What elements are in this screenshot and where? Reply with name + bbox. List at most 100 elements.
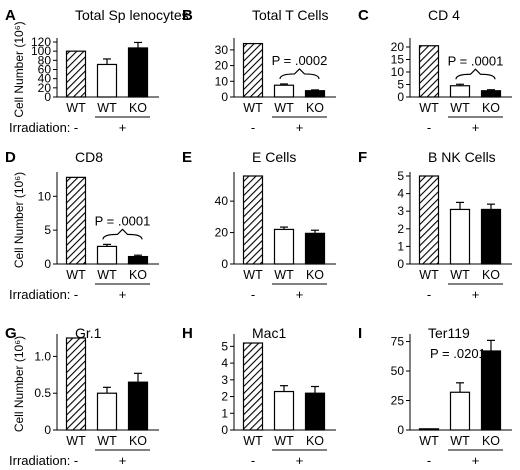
- bar-wt-0: [65, 176, 87, 265]
- panel-letter: D: [5, 149, 16, 166]
- panel-letter: C: [358, 7, 369, 24]
- bar-ko-2: [127, 381, 149, 431]
- y-tick-label: 50: [391, 364, 405, 378]
- group-plus: +: [472, 120, 480, 135]
- y-tick-label: 20: [391, 40, 405, 54]
- condition-label: Irradiation:: [9, 120, 70, 135]
- x-tick-label: WT: [97, 268, 117, 282]
- x-tick-label: WT: [274, 434, 294, 448]
- x-tick-label: WT: [450, 434, 470, 448]
- y-tick-label: 3: [221, 373, 228, 387]
- x-tick-label: WT: [97, 101, 117, 115]
- x-tick-label: WT: [243, 434, 263, 448]
- y-tick-label: 5: [221, 339, 228, 353]
- panel-letter: F: [358, 149, 367, 166]
- y-tick-label: 4: [221, 356, 228, 370]
- significance-bracket: [102, 228, 143, 240]
- y-tick-label: 0: [221, 423, 228, 437]
- y-tick-label: 120: [31, 35, 51, 49]
- bar-ko-2: [480, 208, 502, 265]
- y-tick-label: 5: [44, 223, 51, 237]
- x-tick-label: WT: [66, 434, 86, 448]
- bar-wt-0: [418, 428, 440, 431]
- panel-title: Total Sp lenocytes: [75, 7, 189, 23]
- y-tick-label: 10: [391, 65, 405, 79]
- y-tick-label: 0: [397, 257, 404, 271]
- y-tick-label: 1: [397, 239, 404, 253]
- group-minus: -: [427, 120, 431, 135]
- x-tick-label: KO: [306, 268, 324, 282]
- group-minus: -: [427, 287, 431, 302]
- y-tick-label: 30: [215, 43, 229, 57]
- bar-wt-1: [449, 391, 471, 431]
- condition-label: Irradiation:: [9, 287, 70, 302]
- x-tick-label: KO: [306, 434, 324, 448]
- panel-letter: H: [182, 325, 193, 342]
- y-tick-label: 0.5: [34, 386, 51, 400]
- y-axis-label: Cell Number (10⁶): [12, 21, 26, 117]
- bar-wt-1: [96, 245, 118, 265]
- bar-wt-1: [96, 63, 118, 98]
- y-tick-label: 1: [221, 406, 228, 420]
- x-tick-label: WT: [243, 101, 263, 115]
- panel-e: E E Cells 0 20 40 WT WT KO - +: [182, 149, 336, 302]
- y-tick-label: 20: [215, 59, 229, 73]
- y-tick-label: 10: [38, 189, 52, 203]
- group-minus: -: [427, 453, 431, 468]
- x-tick-label: KO: [482, 434, 500, 448]
- x-tick-label: WT: [97, 434, 117, 448]
- group-minus: -: [251, 287, 255, 302]
- panel-title: Gr.1: [75, 325, 102, 341]
- bar-wt-1: [273, 84, 295, 98]
- bar-wt-1: [96, 392, 118, 431]
- y-tick-label: 60: [38, 63, 52, 77]
- panel-letter: G: [5, 325, 17, 342]
- y-tick-label: 100: [31, 44, 51, 58]
- group-plus: +: [472, 287, 480, 302]
- y-tick-label: 40: [38, 72, 52, 86]
- bar-wt-0: [65, 50, 87, 98]
- x-tick-label: WT: [66, 101, 86, 115]
- x-tick-label: WT: [274, 268, 294, 282]
- bar-ko-2: [480, 350, 502, 431]
- panel-title: Total T Cells: [252, 7, 329, 23]
- panel-title: B NK Cells: [428, 149, 496, 165]
- panel-title: E Cells: [252, 149, 296, 165]
- y-tick-label: 0: [221, 257, 228, 271]
- group-plus: +: [296, 287, 304, 302]
- group-plus: +: [119, 287, 127, 302]
- p-value: P = .0002: [272, 53, 328, 68]
- p-value: P = .0001: [448, 53, 504, 68]
- bar-ko-2: [480, 90, 502, 98]
- panel-f: F B NK Cells 0 1 2 3 4 5 WT WT KO - +: [358, 149, 512, 302]
- y-tick-label: 0: [397, 90, 404, 104]
- panel-title: CD8: [75, 149, 103, 165]
- bar-wt-0: [418, 45, 440, 98]
- y-tick-label: 25: [391, 394, 405, 408]
- y-tick-label: 5: [397, 169, 404, 183]
- bar-wt-1: [449, 208, 471, 265]
- y-tick-label: 2: [221, 390, 228, 404]
- x-tick-label: KO: [306, 101, 324, 115]
- x-tick-label: KO: [129, 101, 147, 115]
- x-tick-label: KO: [129, 434, 147, 448]
- y-tick-label: 0: [397, 423, 404, 437]
- y-tick-label: 3: [397, 204, 404, 218]
- group-minus: -: [74, 453, 78, 468]
- x-tick-label: KO: [482, 268, 500, 282]
- bar-ko-2: [127, 47, 149, 98]
- y-axis-label: Cell Number (10⁶): [12, 336, 26, 432]
- group-minus: -: [251, 453, 255, 468]
- bar-wt-1: [273, 390, 295, 431]
- significance-bracket: [279, 68, 320, 80]
- y-tick-label: 40: [215, 194, 229, 208]
- x-tick-label: WT: [450, 268, 470, 282]
- panel-i: I Ter119 0 25 50 75 WT WT KO - + P = .0201: [358, 325, 512, 468]
- group-minus: -: [74, 120, 78, 135]
- bar-ko-2: [304, 90, 326, 98]
- group-minus: -: [74, 287, 78, 302]
- panel-h: H Mac1 0 1 2 3 4 5 WT WT KO - +: [182, 325, 336, 468]
